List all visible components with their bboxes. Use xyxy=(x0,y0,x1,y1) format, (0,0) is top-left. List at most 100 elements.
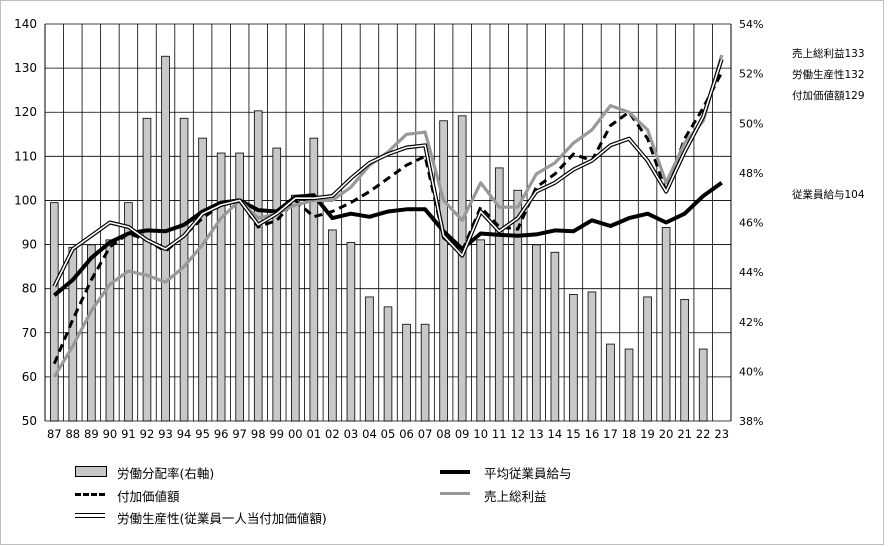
x-tick-label: 15 xyxy=(566,427,581,441)
x-tick-label: 18 xyxy=(622,427,637,441)
x-tick-label: 07 xyxy=(418,427,433,441)
bar xyxy=(698,348,708,422)
bar xyxy=(624,348,634,422)
bar xyxy=(309,137,319,422)
y-right-tick-label: 38% xyxy=(739,415,763,428)
x-tick-label: 98 xyxy=(251,427,266,441)
x-tick-label: 89 xyxy=(84,427,99,441)
x-tick-label: 90 xyxy=(103,427,118,441)
y-left-tick-label: 130 xyxy=(14,61,37,75)
bar xyxy=(661,227,671,422)
legend-productivity-swatch xyxy=(75,513,105,518)
x-tick-label: 05 xyxy=(381,427,396,441)
x-tick-label: 13 xyxy=(529,427,544,441)
x-tick-label: 20 xyxy=(659,427,674,441)
legend-value-added-swatch xyxy=(75,493,105,496)
end-label-salary: 従業員給与104 xyxy=(792,189,865,201)
bar xyxy=(272,147,282,422)
bar xyxy=(402,323,411,422)
x-tick-label: 10 xyxy=(473,427,488,441)
bar xyxy=(291,194,300,422)
bar xyxy=(494,167,504,422)
legend-gross-profit-label: 売上総利益 xyxy=(484,489,547,504)
y-right-tick-label: 42% xyxy=(739,316,763,329)
x-tick-label: 08 xyxy=(436,427,451,441)
x-tick-label: 16 xyxy=(585,427,600,441)
y-left-tick-label: 80 xyxy=(22,282,37,296)
x-tick-label: 02 xyxy=(325,427,340,441)
x-tick-label: 95 xyxy=(195,427,210,441)
x-tick-label: 01 xyxy=(307,427,322,441)
end-label-value-added: 付加価値額129 xyxy=(792,90,865,102)
bar xyxy=(569,294,578,422)
bar xyxy=(643,296,652,422)
bar xyxy=(198,137,207,422)
series-line-productivity-inner xyxy=(53,59,723,287)
legend-gross-profit-swatch xyxy=(440,492,470,495)
y-right-tick-label: 52% xyxy=(739,68,763,81)
y-right-tick-label: 46% xyxy=(739,217,763,230)
x-tick-label: 00 xyxy=(288,427,303,441)
legend-value-added-label: 付加価値額 xyxy=(117,489,180,504)
bar xyxy=(49,202,59,422)
y-right-tick-label: 54% xyxy=(739,18,763,31)
x-tick-label: 12 xyxy=(510,427,525,441)
x-tick-label: 92 xyxy=(140,427,155,441)
x-tick-label: 96 xyxy=(214,427,229,441)
bar xyxy=(420,323,430,422)
x-tick-label: 09 xyxy=(455,427,470,441)
end-label-gross-profit: 売上総利益133 xyxy=(792,48,865,60)
x-tick-label: 23 xyxy=(714,427,729,441)
x-tick-label: 14 xyxy=(548,427,563,441)
bar xyxy=(105,239,115,422)
y-left-tick-label: 70 xyxy=(22,326,37,340)
y-left-tick-label: 140 xyxy=(14,17,37,31)
bar xyxy=(550,251,560,422)
series-line-avg-salary xyxy=(53,181,723,297)
series-line-gross-profit xyxy=(52,54,724,378)
bar xyxy=(142,117,152,422)
y-left-tick-label: 90 xyxy=(22,238,37,252)
x-tick-label: 91 xyxy=(121,427,136,441)
series-line-productivity xyxy=(52,58,724,288)
y-right-tick-label: 48% xyxy=(739,167,763,180)
y-right-tick-label: 40% xyxy=(739,365,763,378)
bar xyxy=(328,229,337,422)
y-right-tick-label: 50% xyxy=(739,117,763,130)
y-left-tick-label: 60 xyxy=(22,370,37,384)
bar xyxy=(439,120,448,422)
y-right-tick-label: 44% xyxy=(739,266,763,279)
bar xyxy=(606,343,615,422)
x-tick-label: 87 xyxy=(47,427,62,441)
series-line-value-added xyxy=(52,71,724,365)
bar xyxy=(68,246,78,422)
x-tick-label: 06 xyxy=(399,427,414,441)
bar xyxy=(87,244,96,422)
x-tick-label: 04 xyxy=(362,427,377,441)
end-label-productivity: 労働生産性132 xyxy=(792,69,865,81)
y-left-tick-label: 110 xyxy=(14,149,37,163)
legend-bar-swatch xyxy=(75,466,107,477)
x-tick-label: 94 xyxy=(177,427,192,441)
x-tick-label: 19 xyxy=(640,427,655,441)
x-tick-label: 93 xyxy=(158,427,173,441)
y-left-tick-label: 100 xyxy=(14,193,37,207)
x-tick-label: 21 xyxy=(677,427,692,441)
x-tick-label: 17 xyxy=(603,427,618,441)
x-tick-label: 99 xyxy=(269,427,284,441)
bar xyxy=(235,152,244,422)
y-left-tick-label: 120 xyxy=(14,105,37,119)
bar xyxy=(161,55,170,422)
bar xyxy=(680,299,689,422)
x-tick-label: 88 xyxy=(65,427,80,441)
bar xyxy=(457,115,467,422)
bar xyxy=(365,296,374,422)
y-left-tick-label: 50 xyxy=(22,414,37,428)
bar xyxy=(124,202,133,422)
legend-salary-swatch xyxy=(440,470,470,474)
bar xyxy=(346,241,356,422)
x-tick-label: 22 xyxy=(696,427,711,441)
bar xyxy=(476,239,485,422)
